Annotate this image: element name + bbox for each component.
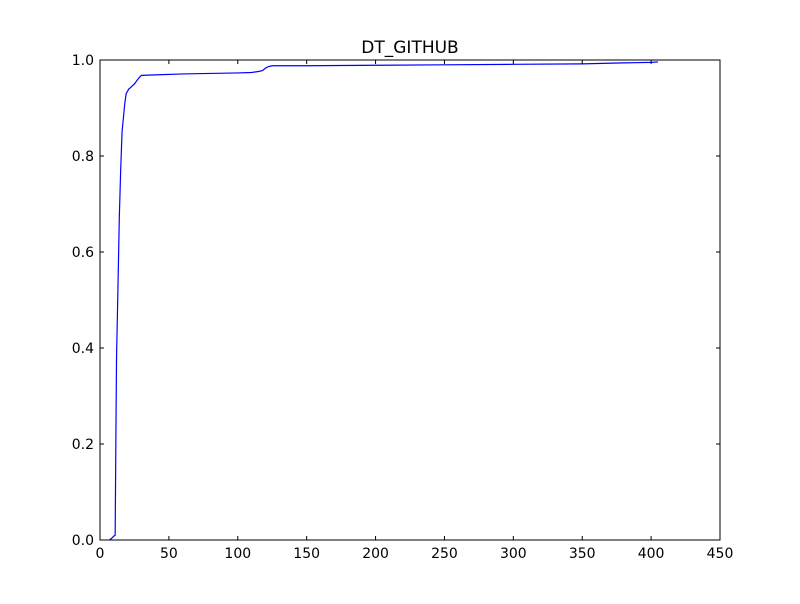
ticks-layer: 0 50 100 150 200 250 300 350 400 450 0.0 0.2 0.4 0.6 0… [72,53,734,562]
x-tick-label: 150 [293,546,320,562]
y-tick-label: 0.6 [72,245,94,261]
y-tick-label: 0.4 [72,341,94,357]
x-tick-label: 0 [96,546,105,562]
x-tick-label: 100 [224,546,251,562]
x-tick-label: 50 [160,546,178,562]
plot-area [100,60,720,540]
series-line-0 [109,61,659,541]
chart-title: DT_GITHUB [361,38,458,58]
series-layer [109,61,659,541]
x-tick-label: 400 [638,546,665,562]
y-tick-label: 0.0 [72,533,94,549]
x-tick-label: 250 [431,546,458,562]
x-tick-label: 450 [707,546,734,562]
axes-frame [99,59,721,541]
y-tick-label: 0.8 [72,149,94,165]
x-tick-label: 200 [362,546,389,562]
x-tick-label: 350 [569,546,596,562]
x-tick-label: 300 [500,546,527,562]
y-tick-label: 1.0 [72,53,94,69]
y-tick-label: 0.2 [72,437,94,453]
